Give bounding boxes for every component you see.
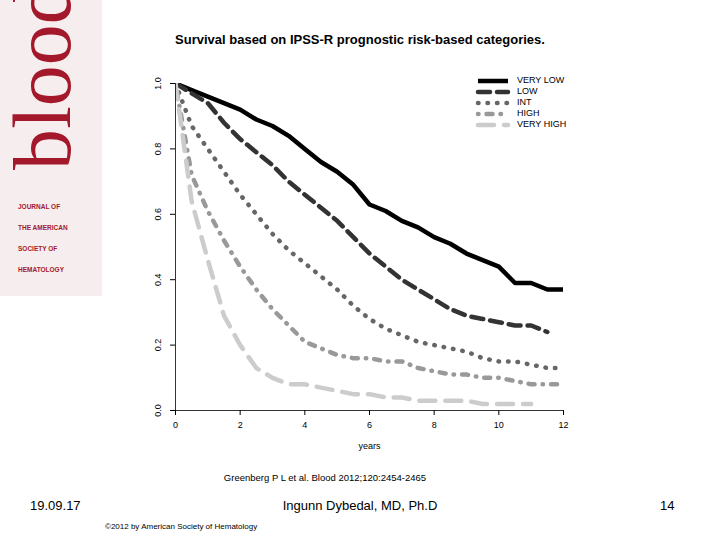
html-text:HEMATOLOGY: HEMATOLOGY: [18, 266, 64, 273]
svg-text:0.2: 0.2: [153, 339, 163, 352]
html-text:19.09.17: 19.09.17: [30, 498, 81, 513]
svg-text:6: 6: [367, 420, 372, 430]
html-text:14: 14: [660, 498, 675, 513]
svg-text:10: 10: [494, 420, 504, 430]
html-text:Survival based on IPSS-R progn: Survival based on IPSS-R prognostic risk…: [175, 32, 545, 47]
svg-text:2: 2: [238, 420, 243, 430]
html-text:THE AMERICAN: THE AMERICAN: [18, 224, 68, 231]
svg-text:0.6: 0.6: [153, 208, 163, 221]
svg-text:0.8: 0.8: [153, 143, 163, 156]
svg-text:years: years: [358, 441, 381, 451]
svg-text:0.0: 0.0: [153, 404, 163, 417]
svg-text:1.0: 1.0: [153, 77, 163, 90]
html-text:SOCIETY OF: SOCIETY OF: [18, 245, 58, 252]
html-text:VERY HIGH: VERY HIGH: [517, 119, 567, 129]
svg-text:4: 4: [302, 420, 307, 430]
html-text:Greenberg P L et al. Blood 201: Greenberg P L et al. Blood 2012;120:2454…: [223, 472, 427, 483]
svg-text:0: 0: [173, 420, 178, 430]
svg-text:0.4: 0.4: [153, 273, 163, 286]
html-text:Ingunn Dybedal, MD, Ph.D: Ingunn Dybedal, MD, Ph.D: [282, 498, 438, 513]
svg-text:12: 12: [558, 420, 568, 430]
html-text:VERY LOW: VERY LOW: [517, 75, 565, 85]
svg-text:8: 8: [432, 420, 437, 430]
html-text:INT: INT: [517, 97, 532, 107]
html-text:JOURNAL OF: JOURNAL OF: [18, 203, 61, 210]
html-text:LOW: LOW: [517, 86, 538, 96]
html-text:HIGH: HIGH: [517, 108, 540, 118]
html-text:©2012 by American Society of H: ©2012 by American Society of Hematology: [105, 522, 258, 531]
